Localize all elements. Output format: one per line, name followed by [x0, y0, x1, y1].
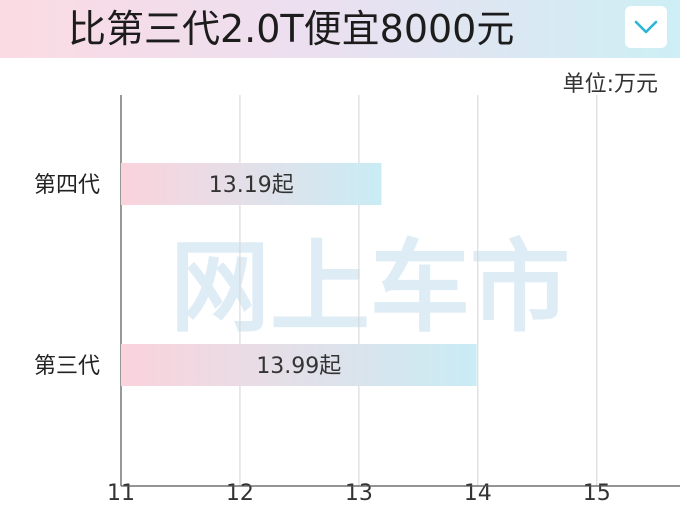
x-tick-label: 14 — [464, 481, 492, 506]
watermark-logo: 网上车市 — [170, 229, 570, 346]
chevron-down-icon — [634, 20, 658, 34]
data-label: 13.19起 — [209, 173, 294, 198]
category-label: 第三代 — [34, 354, 100, 379]
data-label: 13.99起 — [256, 354, 341, 379]
x-tick-label: 13 — [345, 481, 373, 506]
unit-label: 单位:万元 — [562, 72, 658, 97]
bar — [121, 163, 382, 205]
x-tick-label: 15 — [583, 481, 611, 506]
chart-title: 比第三代2.0T便宜8000元 — [68, 7, 515, 51]
bar — [121, 344, 477, 386]
dropdown-button[interactable] — [625, 6, 667, 48]
title-bar — [0, 0, 680, 58]
x-tick-label: 12 — [226, 481, 254, 506]
category-label: 第四代 — [34, 173, 100, 198]
